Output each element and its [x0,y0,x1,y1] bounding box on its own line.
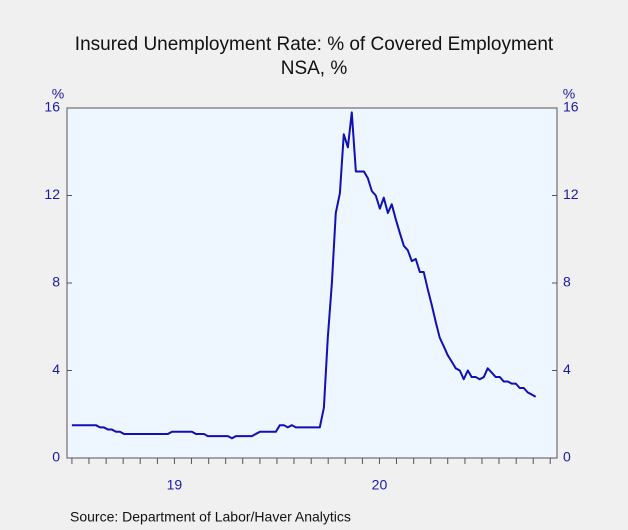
x-tick-label: 20 [372,477,388,493]
y-tick-label: 12 [44,186,60,202]
y-tick-label: 16 [44,99,60,115]
chart-title: Insured Unemployment Rate: % of Covered … [75,34,554,55]
y2-tick-label: 4 [563,361,571,377]
x-tick-label: 19 [167,477,183,493]
y-tick-label: 4 [52,361,60,377]
y-tick-label: 0 [52,449,60,465]
chart-subtitle: NSA, % [281,58,348,79]
y2-tick-label: 12 [563,186,579,202]
y-tick-label: 8 [52,274,60,290]
y2-tick-label: 16 [563,99,579,115]
y-unit-left: % [52,86,64,102]
y2-tick-label: 8 [563,274,571,290]
y-unit-right: % [563,86,575,102]
plot-area [66,107,558,459]
data-line [71,111,537,440]
source-note: Source: Department of Labor/Haver Analyt… [70,509,351,525]
y2-tick-label: 0 [563,449,571,465]
